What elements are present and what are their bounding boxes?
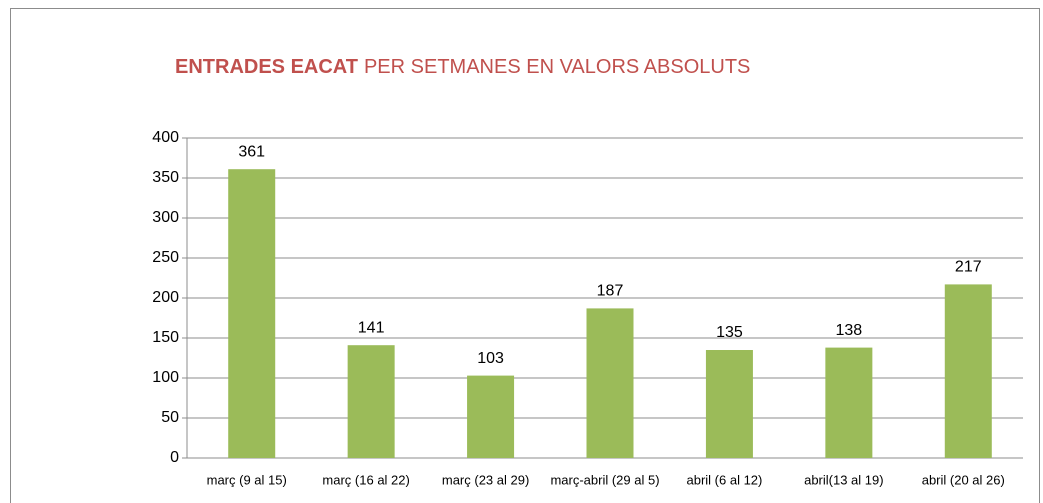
y-tick-label: 0 <box>170 449 179 466</box>
title-bold: ENTRADES EACAT <box>175 56 358 78</box>
bar <box>586 308 634 458</box>
x-tick-label: abril (6 al 12) <box>686 472 762 487</box>
data-label: 138 <box>836 322 863 339</box>
y-tick-label: 50 <box>161 409 179 426</box>
data-label: 135 <box>716 324 743 341</box>
bar <box>467 375 515 458</box>
bar <box>228 169 276 458</box>
data-label: 187 <box>597 283 624 300</box>
x-tick-label: març (16 al 22) <box>322 472 409 487</box>
data-label: 141 <box>358 319 385 336</box>
y-tick-label: 100 <box>152 369 179 386</box>
bar <box>944 284 992 458</box>
y-tick-label: 300 <box>152 209 179 226</box>
x-tick-label: març-abril (29 al 5) <box>550 472 659 487</box>
data-label: 217 <box>955 259 982 276</box>
bar <box>705 350 753 458</box>
y-tick-label: 150 <box>152 329 179 346</box>
y-tick-label: 200 <box>152 289 179 306</box>
title-rest: PER SETMANES EN VALORS ABSOLUTS <box>364 56 750 78</box>
chart-title: ENTRADES EACAT PER SETMANES EN VALORS ABS… <box>175 56 750 78</box>
y-tick-label: 250 <box>152 249 179 266</box>
x-tick-label: març (9 al 15) <box>207 472 287 487</box>
data-label: 103 <box>477 350 504 367</box>
x-tick-label: abril (20 al 26) <box>922 472 1005 487</box>
y-tick-label: 400 <box>152 129 179 146</box>
y-tick-label: 350 <box>152 169 179 186</box>
x-tick-label: març (23 al 29) <box>442 472 529 487</box>
x-tick-label: abril(13 al 19) <box>804 472 884 487</box>
bar <box>825 347 873 458</box>
bar <box>347 345 395 458</box>
data-label: 361 <box>238 143 265 160</box>
